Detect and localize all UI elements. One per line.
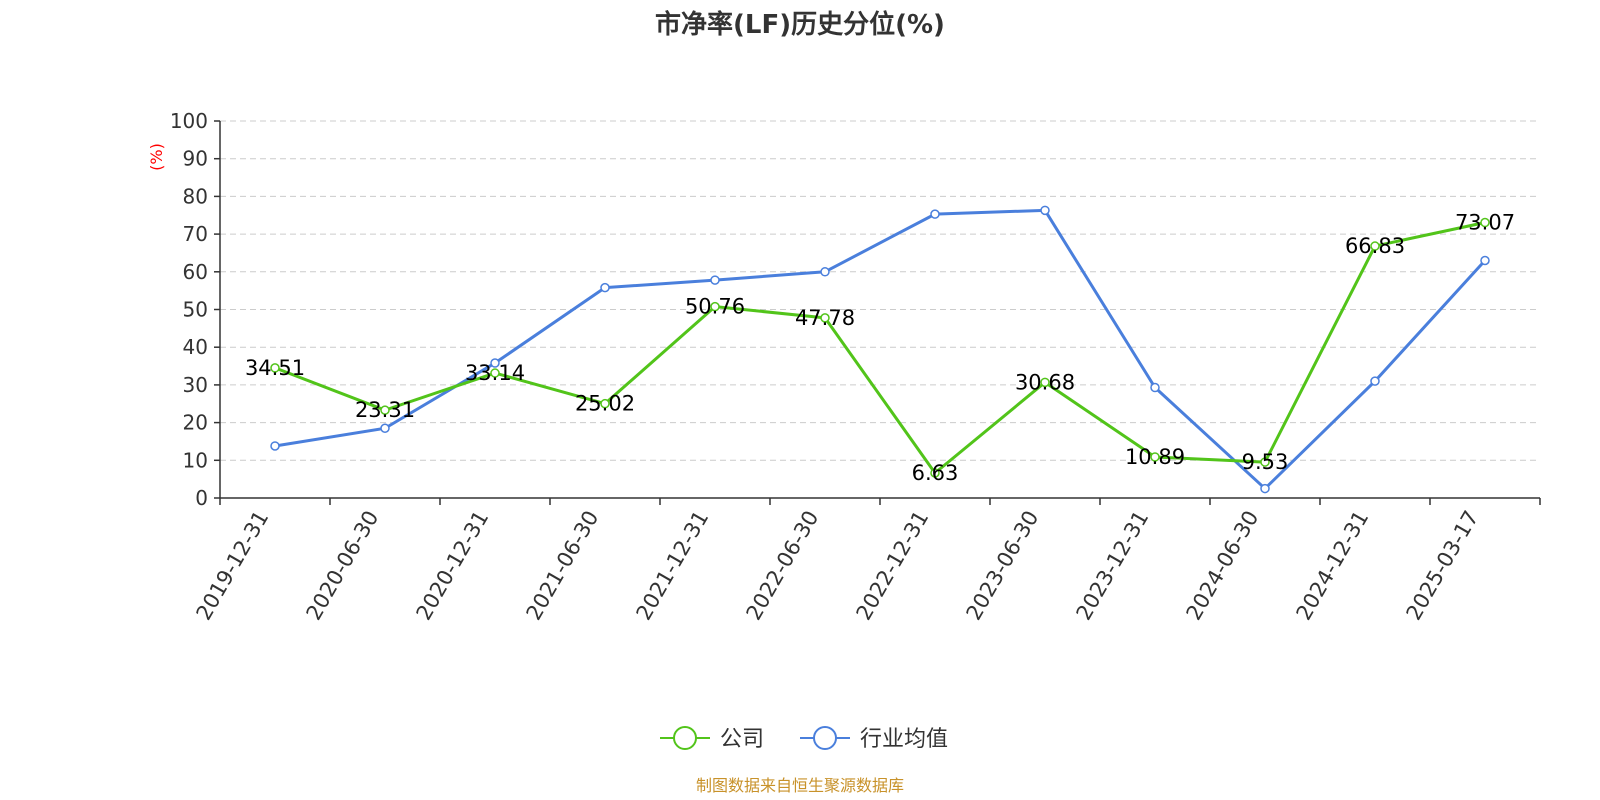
data-point: [710, 301, 720, 312]
x-tick-label: 2021-12-31: [632, 507, 714, 625]
data-point: [1480, 255, 1490, 266]
x-tick-label: 2024-06-30: [1182, 507, 1264, 625]
data-point: [490, 368, 500, 378]
grid: [220, 120, 1540, 461]
x-axis-ticks: 2019-12-31 2020-06-30 2020-12-31 2021-06-30…: [192, 507, 1484, 625]
x-tick-label: 2025-03-17: [1402, 507, 1484, 625]
y-axis-ticks: 0 10 20 30 40 50 60 70 80 90 100: [170, 109, 208, 510]
series-line: [274, 221, 1486, 475]
data-point: [710, 275, 720, 285]
data-point: [1260, 483, 1270, 494]
x-tick-label: 2023-06-30: [962, 507, 1044, 625]
data-point: [1040, 205, 1050, 216]
data-point: [1480, 217, 1490, 228]
data-point: [820, 313, 830, 323]
data-point: [1040, 377, 1050, 388]
y-tick-label: 20: [183, 411, 208, 435]
data-point: [270, 363, 280, 373]
y-tick-label: 40: [183, 335, 208, 359]
series-line: [274, 208, 1487, 491]
data-label: 50.76: [685, 295, 745, 319]
axes: [214, 120, 1541, 505]
chart-title: 市净率(LF)历史分位(%): [655, 9, 945, 40]
data-label: 66.83: [1345, 234, 1405, 258]
legend-label: 公司: [720, 727, 764, 752]
legend-marker: [813, 726, 837, 750]
data-point: [820, 267, 830, 277]
y-tick-label: 0: [195, 486, 208, 510]
x-tick-label: 2022-06-30: [742, 507, 824, 625]
data-label: 47.78: [795, 306, 855, 330]
legend: 公司 行业均值: [660, 726, 948, 752]
data-label: 33.14: [465, 361, 525, 385]
data-labels: 34.51 23.31 33.14 25.02 50.76 47.78 6.63 30.68 1…: [245, 211, 1515, 485]
data-label: 10.89: [1125, 445, 1185, 469]
data-point: [600, 282, 610, 293]
data-point: [380, 423, 390, 434]
data-point: [1370, 376, 1380, 386]
x-tick-label: 2019-12-31: [192, 507, 274, 625]
y-tick-label: 80: [183, 184, 208, 208]
data-label: 73.07: [1455, 211, 1515, 235]
data-label: 6.63: [912, 461, 959, 485]
y-tick-label: 70: [183, 222, 208, 246]
y-tick-label: 100: [170, 109, 208, 133]
data-point: [1150, 382, 1160, 393]
x-tick-label: 2023-12-31: [1072, 507, 1154, 625]
data-label: 30.68: [1015, 370, 1075, 394]
data-label: 25.02: [575, 392, 635, 416]
y-tick-label: 60: [183, 260, 208, 284]
x-tick-label: 2020-06-30: [302, 507, 384, 625]
data-point: [1260, 457, 1270, 467]
x-tick-label: 2021-06-30: [522, 507, 604, 625]
y-tick-label: 50: [183, 298, 208, 322]
data-point: [930, 209, 940, 219]
data-point: [1150, 452, 1160, 462]
source-note: 制图数据来自恒生聚源数据库: [696, 776, 904, 795]
y-tick-label: 10: [183, 448, 208, 472]
series-layer: [270, 205, 1490, 494]
data-label: 34.51: [245, 356, 305, 380]
x-tick-label: 2020-12-31: [412, 507, 494, 625]
data-point: [600, 398, 610, 409]
data-point: [1370, 241, 1380, 251]
data-point: [270, 441, 280, 451]
legend-label: 行业均值: [860, 727, 948, 752]
y-tick-label: 30: [183, 373, 208, 397]
y-axis-unit: (%): [147, 143, 166, 171]
data-label: 9.53: [1242, 450, 1289, 474]
legend-marker: [673, 726, 697, 750]
x-tick-label: 2022-12-31: [852, 507, 934, 625]
data-point: [380, 405, 390, 415]
data-point: [930, 468, 940, 478]
data-point: [490, 358, 500, 368]
data-label: 23.31: [355, 398, 415, 422]
x-tick-label: 2024-12-31: [1292, 507, 1374, 625]
y-tick-label: 90: [183, 147, 208, 171]
